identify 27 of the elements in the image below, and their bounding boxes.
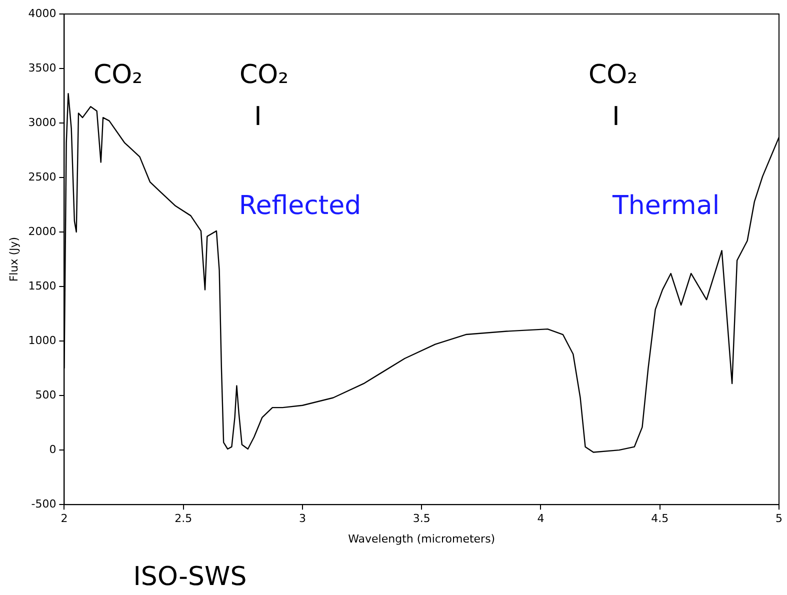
y-tick-label: 2500: [28, 170, 56, 184]
x-tick-label: 2.5: [174, 512, 192, 526]
text: ISO-SWS: [133, 562, 247, 592]
x-tick-label: 4: [537, 512, 544, 526]
y-tick-label: 4000: [28, 6, 56, 20]
x-axis-title: Wavelength (micrometers): [348, 532, 496, 546]
y-tick-label: 2000: [28, 224, 56, 238]
annotation: Thermal: [611, 190, 720, 221]
annotation: CO₂: [588, 60, 638, 90]
y-tick-label: 3000: [28, 116, 56, 129]
x-tick-label: 3.5: [412, 512, 430, 526]
annotation: I: [612, 102, 620, 132]
y-tick-label: -500: [31, 497, 56, 510]
x-tick-label: 2: [60, 512, 68, 526]
y-tick-label: 1000: [28, 334, 56, 347]
x-tick-label: 3: [298, 512, 306, 526]
annotation: CO₂: [93, 60, 143, 90]
x-tick-label: 5: [776, 512, 782, 526]
y-tick-label: 3500: [28, 61, 56, 74]
annotation: I: [254, 102, 262, 132]
y-tick-label: 0: [49, 442, 56, 456]
y-tick-label: 500: [35, 388, 56, 402]
annotation: Reflected: [238, 190, 362, 221]
x-tick-label: 4.5: [651, 512, 669, 526]
annotation: CO₂: [239, 60, 289, 90]
y-tick-label: 1500: [28, 279, 56, 292]
y-axis-title: Flux (Jy): [7, 236, 20, 282]
